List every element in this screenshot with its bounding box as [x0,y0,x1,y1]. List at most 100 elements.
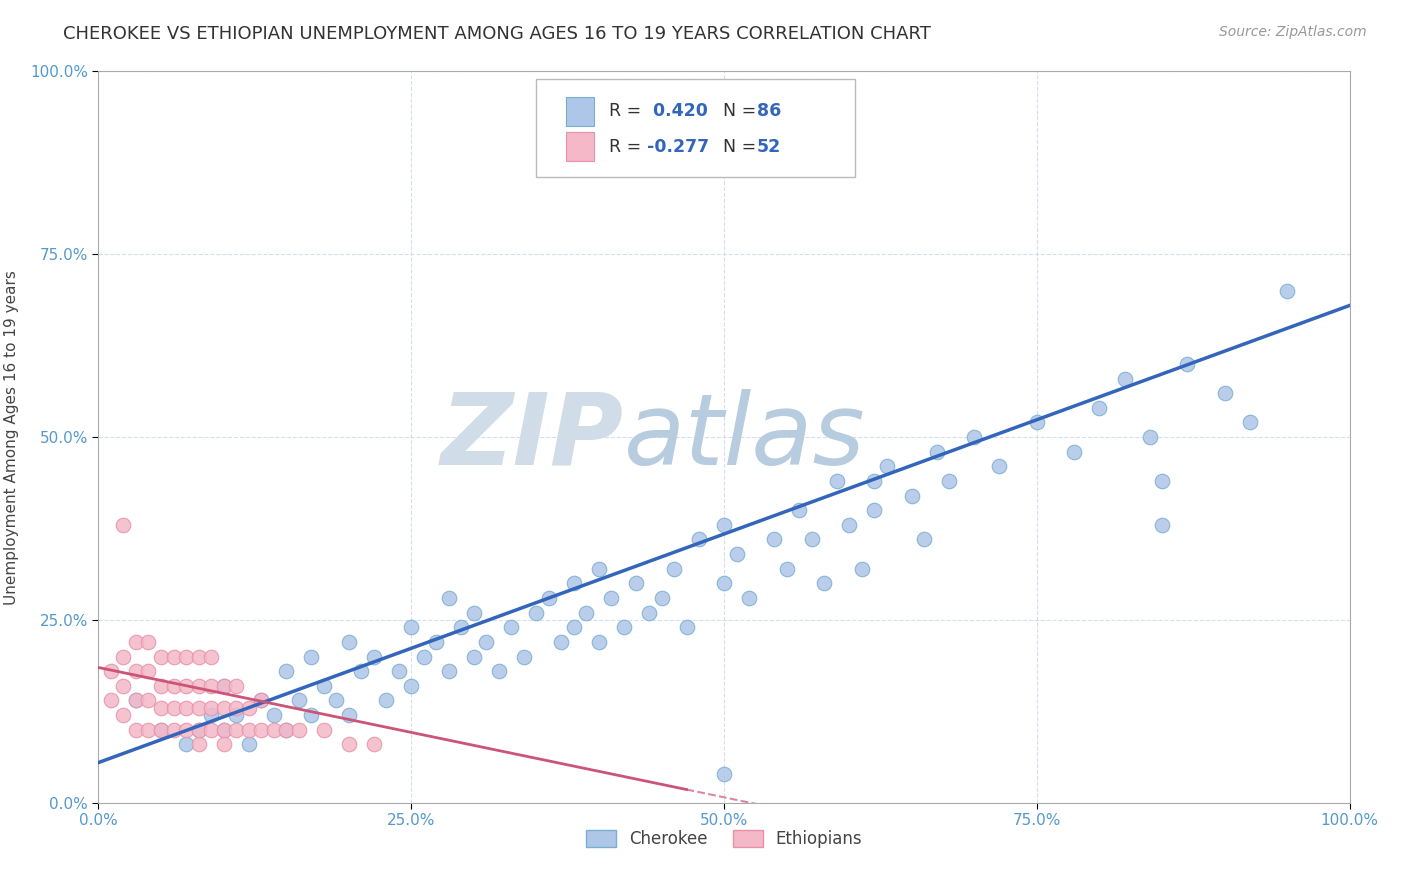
Point [150,679,173,693]
Point [713,576,735,591]
Point [250,693,273,707]
Legend: Cherokee, Ethiopians: Cherokee, Ethiopians [578,822,870,856]
Point [100,693,122,707]
Point [112,679,135,693]
Point [212,737,235,751]
Point [187,700,209,714]
Point [1150,474,1173,488]
Point [162,700,184,714]
Point [212,679,235,693]
Point [263,708,285,723]
Point [1277,284,1299,298]
Point [238,723,260,737]
Text: atlas: atlas [624,389,866,485]
Point [513,649,536,664]
Point [100,664,122,678]
Point [925,444,948,458]
Point [851,562,873,576]
Point [263,723,285,737]
Point [863,503,886,517]
Point [125,693,148,707]
Point [938,474,960,488]
Point [626,576,648,591]
Point [287,693,309,707]
Text: 52: 52 [756,137,780,155]
Point [613,620,636,634]
Point [463,649,485,664]
Point [787,503,810,517]
Point [187,649,209,664]
Point [138,635,160,649]
Point [162,649,184,664]
Point [187,737,209,751]
Point [450,620,472,634]
Point [600,591,623,605]
Point [1088,401,1111,415]
Text: -0.277: -0.277 [647,137,709,155]
Point [312,723,335,737]
Point [125,723,148,737]
Text: ZIP: ZIP [441,389,624,485]
Point [225,723,247,737]
Point [299,708,322,723]
Point [1175,357,1198,371]
Point [412,649,434,664]
Point [363,737,385,751]
Point [1063,444,1085,458]
Point [212,723,235,737]
Point [1114,371,1136,385]
Point [537,591,560,605]
Point [162,723,184,737]
Text: N =: N = [711,103,761,120]
Point [250,693,273,707]
Point [900,489,922,503]
Point [212,723,235,737]
Point [588,562,610,576]
Point [174,649,197,664]
Point [675,620,697,634]
Point [299,649,322,664]
Point [187,723,209,737]
Point [200,679,222,693]
Point [138,693,160,707]
Text: R =: R = [609,103,647,120]
Point [250,723,273,737]
Point [200,649,222,664]
Point [725,547,748,561]
Point [112,708,135,723]
Point [287,723,309,737]
Point [125,664,148,678]
Point [1026,416,1049,430]
Point [863,474,886,488]
Point [337,737,360,751]
Point [274,723,298,737]
Point [337,635,360,649]
Point [813,576,835,591]
Point [150,723,173,737]
Point [825,474,848,488]
Point [437,591,460,605]
FancyBboxPatch shape [567,132,593,161]
Point [650,591,672,605]
Point [174,700,197,714]
FancyBboxPatch shape [536,78,855,178]
Point [638,606,661,620]
Text: CHEROKEE VS ETHIOPIAN UNEMPLOYMENT AMONG AGES 16 TO 19 YEARS CORRELATION CHART: CHEROKEE VS ETHIOPIAN UNEMPLOYMENT AMONG… [63,25,931,43]
Point [776,562,799,576]
Point [138,664,160,678]
Point [225,700,247,714]
Point [463,606,485,620]
Point [800,533,823,547]
Point [187,679,209,693]
Point [112,649,135,664]
Point [1139,430,1161,444]
Point [350,664,373,678]
Point [238,737,260,751]
Point [162,679,184,693]
Point [312,679,335,693]
Point [125,693,148,707]
Text: 0.420: 0.420 [647,103,707,120]
Point [401,679,423,693]
Point [274,723,298,737]
Point [662,562,685,576]
